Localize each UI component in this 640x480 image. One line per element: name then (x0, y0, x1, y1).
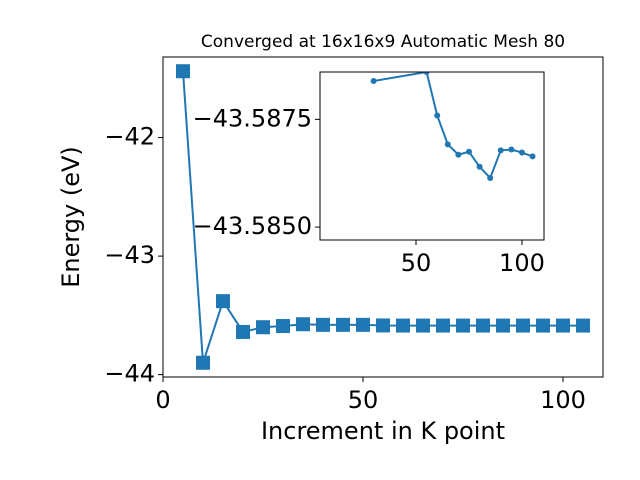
marker (497, 147, 504, 154)
y-tick-label: −42 (104, 123, 155, 151)
marker (496, 318, 510, 333)
marker (256, 320, 270, 335)
marker (444, 141, 451, 148)
marker (476, 318, 490, 333)
y-tick-label: −43.5850 (193, 212, 312, 240)
plot-content (370, 72, 536, 181)
marker (576, 318, 590, 333)
marker (529, 153, 536, 160)
marker (296, 317, 310, 332)
marker (536, 318, 550, 333)
plot-area (320, 72, 544, 240)
marker (455, 151, 462, 158)
marker (436, 318, 450, 333)
plot-content (176, 64, 590, 370)
x-tick-label: 100 (540, 386, 586, 414)
x-tick-label: 100 (499, 249, 545, 277)
marker (487, 174, 494, 181)
marker (356, 317, 370, 332)
marker (476, 163, 483, 170)
x-tick-label: 50 (348, 386, 379, 414)
marker (316, 317, 330, 332)
marker (216, 294, 230, 309)
marker (276, 319, 290, 334)
x-tick-label: 50 (401, 249, 432, 277)
y-tick-label: −44 (104, 360, 155, 388)
axes-frame (319, 71, 545, 241)
x-tick-label: 0 (155, 386, 170, 414)
marker (465, 148, 472, 155)
x-axis-label: Increment in K point (261, 417, 505, 445)
marker (396, 318, 410, 333)
y-tick-label: −43.5875 (193, 104, 312, 132)
marker (423, 72, 430, 75)
marker (236, 324, 250, 339)
axes-frame (162, 56, 604, 378)
marker (556, 318, 570, 333)
marker (518, 149, 525, 156)
marker (336, 317, 350, 332)
marker (416, 318, 430, 333)
marker (196, 355, 210, 370)
marker (508, 146, 515, 153)
chart-title: Converged at 16x16x9 Automatic Mesh 80 (201, 32, 565, 52)
marker (176, 64, 190, 79)
marker (376, 318, 390, 333)
marker (516, 318, 530, 333)
marker (370, 78, 377, 85)
marker (456, 318, 470, 333)
marker (434, 112, 441, 119)
y-axis-label: Energy (eV) (57, 146, 85, 288)
y-tick-label: −43 (104, 241, 155, 269)
